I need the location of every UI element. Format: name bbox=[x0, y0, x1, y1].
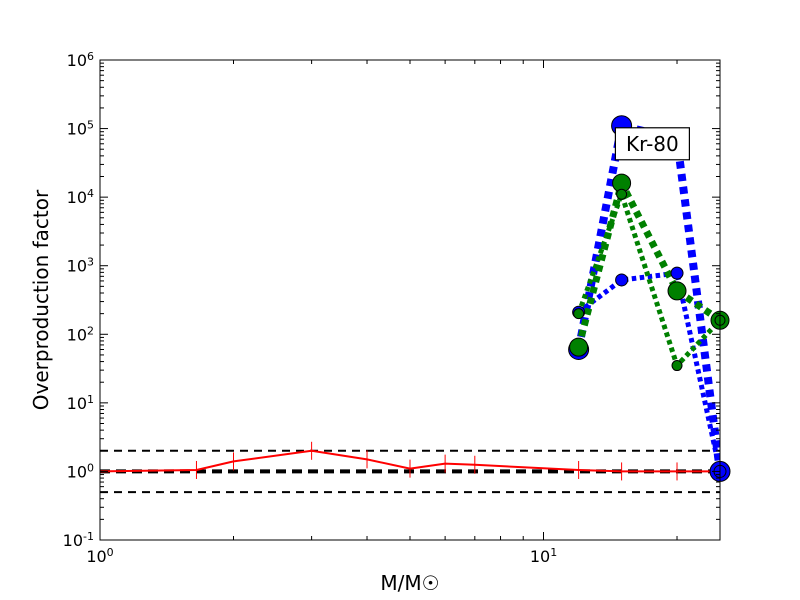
y-tick-label-4: 104 bbox=[67, 187, 94, 208]
x-axis-title: M/M☉ bbox=[380, 571, 439, 595]
y-tick-label--1: 10-1 bbox=[63, 530, 94, 551]
axis-ticks bbox=[99, 59, 720, 541]
y-axis-title: Overproduction factor bbox=[29, 189, 53, 410]
annotation-box-frame bbox=[614, 127, 690, 161]
series-line-2 bbox=[577, 270, 720, 472]
annotation-box: Kr-80 bbox=[614, 127, 690, 161]
series-line-4 bbox=[576, 191, 720, 368]
series-3-point-0 bbox=[569, 337, 589, 357]
y-tick-label-0: 100 bbox=[67, 461, 94, 482]
x-tick-label-0: 100 bbox=[86, 546, 113, 567]
series-4-point-0 bbox=[573, 308, 585, 320]
y-tick-label-5: 105 bbox=[67, 118, 94, 139]
y-tick-label-2: 102 bbox=[67, 324, 94, 345]
annotation-label: Kr-80 bbox=[626, 132, 679, 156]
series-2-point-2 bbox=[670, 266, 684, 280]
x-tick-label-1: 101 bbox=[530, 546, 557, 567]
y-tick-label-6: 106 bbox=[67, 50, 94, 71]
series-4-point-2 bbox=[671, 360, 683, 372]
series-2-point-1 bbox=[615, 273, 629, 287]
y-tick-label-3: 103 bbox=[67, 255, 94, 276]
series-4-point-1 bbox=[616, 188, 628, 200]
series-3-point-2 bbox=[667, 281, 687, 301]
y-tick-label-1: 101 bbox=[67, 392, 94, 413]
series-line-0 bbox=[100, 449, 720, 473]
series-line-3 bbox=[575, 179, 720, 348]
